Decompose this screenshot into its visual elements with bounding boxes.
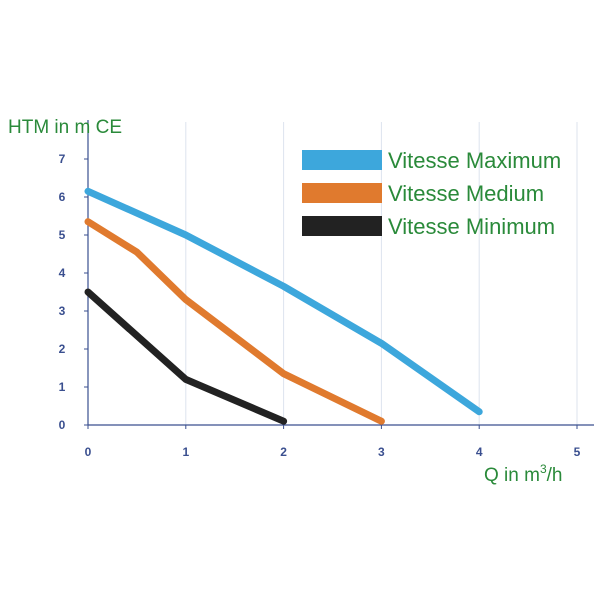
- x-tick-label-1: 1: [182, 445, 189, 459]
- legend-label-vitesse-minimum: Vitesse Minimum: [388, 214, 555, 239]
- series-line-vitesse-medium: [84, 218, 385, 425]
- x-tick-label-3: 3: [378, 445, 385, 459]
- x-tick-label-4: 4: [476, 445, 483, 459]
- series-line-vitesse-maximum: [84, 187, 483, 416]
- legend-label-vitesse-maximum: Vitesse Maximum: [388, 148, 561, 173]
- series-lines: [84, 187, 483, 425]
- legend-swatch-vitesse-minimum: [302, 216, 382, 236]
- y-axis-title: HTM in m CE: [8, 117, 122, 138]
- x-axis-title: Q in m3/h: [484, 462, 563, 486]
- x-tick-label-0: 0: [85, 445, 92, 459]
- legend: Vitesse Maximum Vitesse Medium Vitesse Min…: [302, 148, 561, 239]
- x-axis-title-text: Q in m: [484, 465, 540, 486]
- y-tick-label-2: 2: [59, 342, 66, 356]
- y-tick-label-0: 0: [59, 418, 66, 432]
- y-tick-label-7: 7: [59, 152, 66, 166]
- x-axis-title-suffix: /h: [547, 465, 563, 486]
- y-tick-label-1: 1: [59, 380, 66, 394]
- legend-label-vitesse-medium: Vitesse Medium: [388, 181, 544, 206]
- y-tick-label-4: 4: [59, 266, 66, 280]
- series-line-vitesse-minimum: [84, 288, 288, 425]
- y-tick-label-3: 3: [59, 304, 66, 318]
- legend-swatch-vitesse-maximum: [302, 150, 382, 170]
- x-axis-title-superscript: 3: [540, 462, 547, 476]
- legend-swatch-vitesse-medium: [302, 183, 382, 203]
- axes: [84, 120, 594, 429]
- tick-labels: 0 1 2 3 4 5 6 7 0 1 2 3 4 5: [59, 152, 581, 459]
- x-tick-label-2: 2: [280, 445, 287, 459]
- y-tick-label-6: 6: [59, 190, 66, 204]
- y-tick-label-5: 5: [59, 228, 66, 242]
- x-tick-label-5: 5: [574, 445, 581, 459]
